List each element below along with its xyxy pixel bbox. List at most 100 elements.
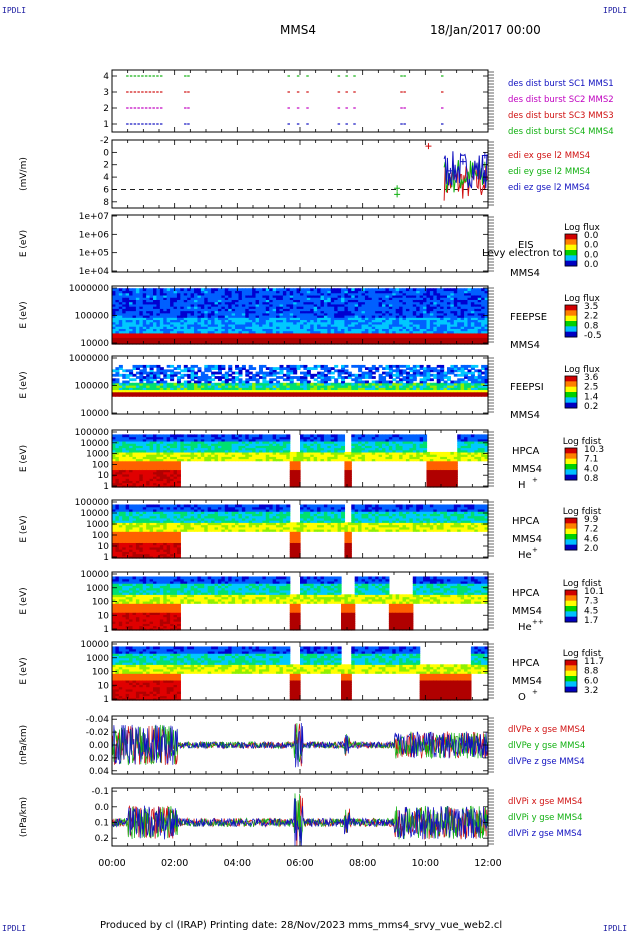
- heat-cell: [122, 299, 127, 303]
- heat-cell: [429, 288, 434, 292]
- heat-cell: [122, 328, 127, 332]
- heat-cell: [238, 294, 243, 298]
- heat-cell: [156, 292, 161, 296]
- heat-cell: [132, 332, 137, 336]
- heat-cell: [194, 303, 199, 307]
- heat-cell: [139, 299, 144, 303]
- heat-cell: [135, 317, 140, 321]
- heat-cell: [112, 301, 117, 305]
- feepsi-sc-label: MMS4: [510, 410, 540, 421]
- heat-cell: [207, 303, 212, 307]
- heat-cell: [235, 328, 240, 332]
- heat-cell: [238, 328, 243, 332]
- heat-cell: [173, 308, 178, 312]
- heat-cell: [139, 310, 144, 314]
- heat-cell: [235, 301, 240, 305]
- heat-cell: [139, 326, 144, 329]
- heat-cell: [248, 364, 253, 368]
- heat-cell: [187, 297, 192, 300]
- heat-cell: [146, 312, 151, 316]
- heat-cell: [457, 378, 462, 382]
- heat-cell: [159, 288, 164, 292]
- heat-cell: [132, 310, 137, 314]
- heat-cell: [221, 294, 226, 298]
- heat-cell: [310, 367, 315, 370]
- heat-cell: [317, 288, 322, 292]
- heat-cell: [176, 337, 181, 341]
- heat-cell: [142, 312, 147, 316]
- heat-cell: [269, 323, 274, 327]
- heat-cell: [194, 317, 199, 321]
- heat-cell: [112, 369, 117, 373]
- heat-cell: [115, 308, 120, 312]
- heat-cell: [197, 341, 202, 345]
- heat-cell: [176, 288, 181, 292]
- heat-cell: [153, 288, 158, 292]
- heat-cell: [405, 364, 410, 368]
- heat-cell: [190, 332, 195, 336]
- y-tick-label: 2: [103, 104, 109, 114]
- heat-cell: [146, 332, 151, 336]
- heat-cell: [262, 364, 267, 368]
- heat-cell: [371, 371, 376, 375]
- heat-cell: [139, 308, 144, 312]
- heat-cell: [170, 290, 175, 294]
- heat-cell: [156, 303, 161, 307]
- heat-cell: [153, 328, 158, 332]
- heat-cell: [354, 373, 359, 377]
- heat-cell: [166, 290, 171, 294]
- eis-y-axis-label: E (eV): [19, 230, 29, 257]
- heat-cell: [252, 321, 257, 325]
- heat-cell: [265, 335, 270, 338]
- heat-cell: [238, 332, 243, 336]
- heat-cell: [115, 290, 120, 294]
- heat-cell: [378, 288, 383, 292]
- heat-cell: [132, 315, 137, 318]
- heat-cell: [269, 297, 274, 300]
- heat-cell: [180, 306, 185, 309]
- heat-cell: [214, 292, 219, 296]
- heat-cell: [156, 301, 161, 305]
- heat-cell: [211, 330, 216, 334]
- heat-cell: [395, 364, 400, 368]
- heat-cell: [224, 317, 229, 321]
- heat-cell: [241, 288, 246, 292]
- heat-cell: [159, 339, 164, 343]
- heat-cell: [170, 299, 175, 303]
- heat-cell: [125, 303, 130, 307]
- heat-cell: [388, 288, 393, 292]
- heat-cell: [248, 328, 253, 332]
- heat-cell: [142, 301, 147, 305]
- heat-cell: [146, 364, 151, 368]
- heat-cell: [112, 335, 117, 338]
- edi-x-minor-ticks: [111, 140, 489, 208]
- heat-cell: [429, 382, 434, 386]
- heat-cell: [214, 303, 219, 307]
- heat-cell: [248, 310, 253, 314]
- heat-cell: [245, 294, 250, 298]
- heat-cell: [231, 294, 236, 298]
- heat-cell: [228, 364, 233, 368]
- heat-cell: [238, 306, 243, 309]
- heat-cell: [412, 364, 417, 368]
- heat-cell: [255, 315, 260, 318]
- heat-cell: [310, 288, 315, 292]
- heat-cell: [238, 290, 243, 294]
- heat-cell: [190, 303, 195, 307]
- heat-cell: [228, 303, 233, 307]
- heat-cell: [224, 328, 229, 332]
- heat-cell: [197, 337, 202, 341]
- heat-cell: [238, 310, 243, 314]
- heat-cell: [125, 380, 130, 384]
- heat-cell: [238, 312, 243, 316]
- heat-cell: [142, 299, 147, 303]
- heat-cell: [262, 299, 267, 303]
- heat-cell: [163, 319, 168, 323]
- burst-right-ticks: [488, 71, 494, 130]
- heat-cell: [211, 301, 216, 305]
- heat-cell: [224, 292, 229, 296]
- heat-cell: [399, 364, 404, 368]
- heat-cell: [146, 303, 151, 307]
- heat-cell: [122, 297, 127, 300]
- heat-cell: [214, 299, 219, 303]
